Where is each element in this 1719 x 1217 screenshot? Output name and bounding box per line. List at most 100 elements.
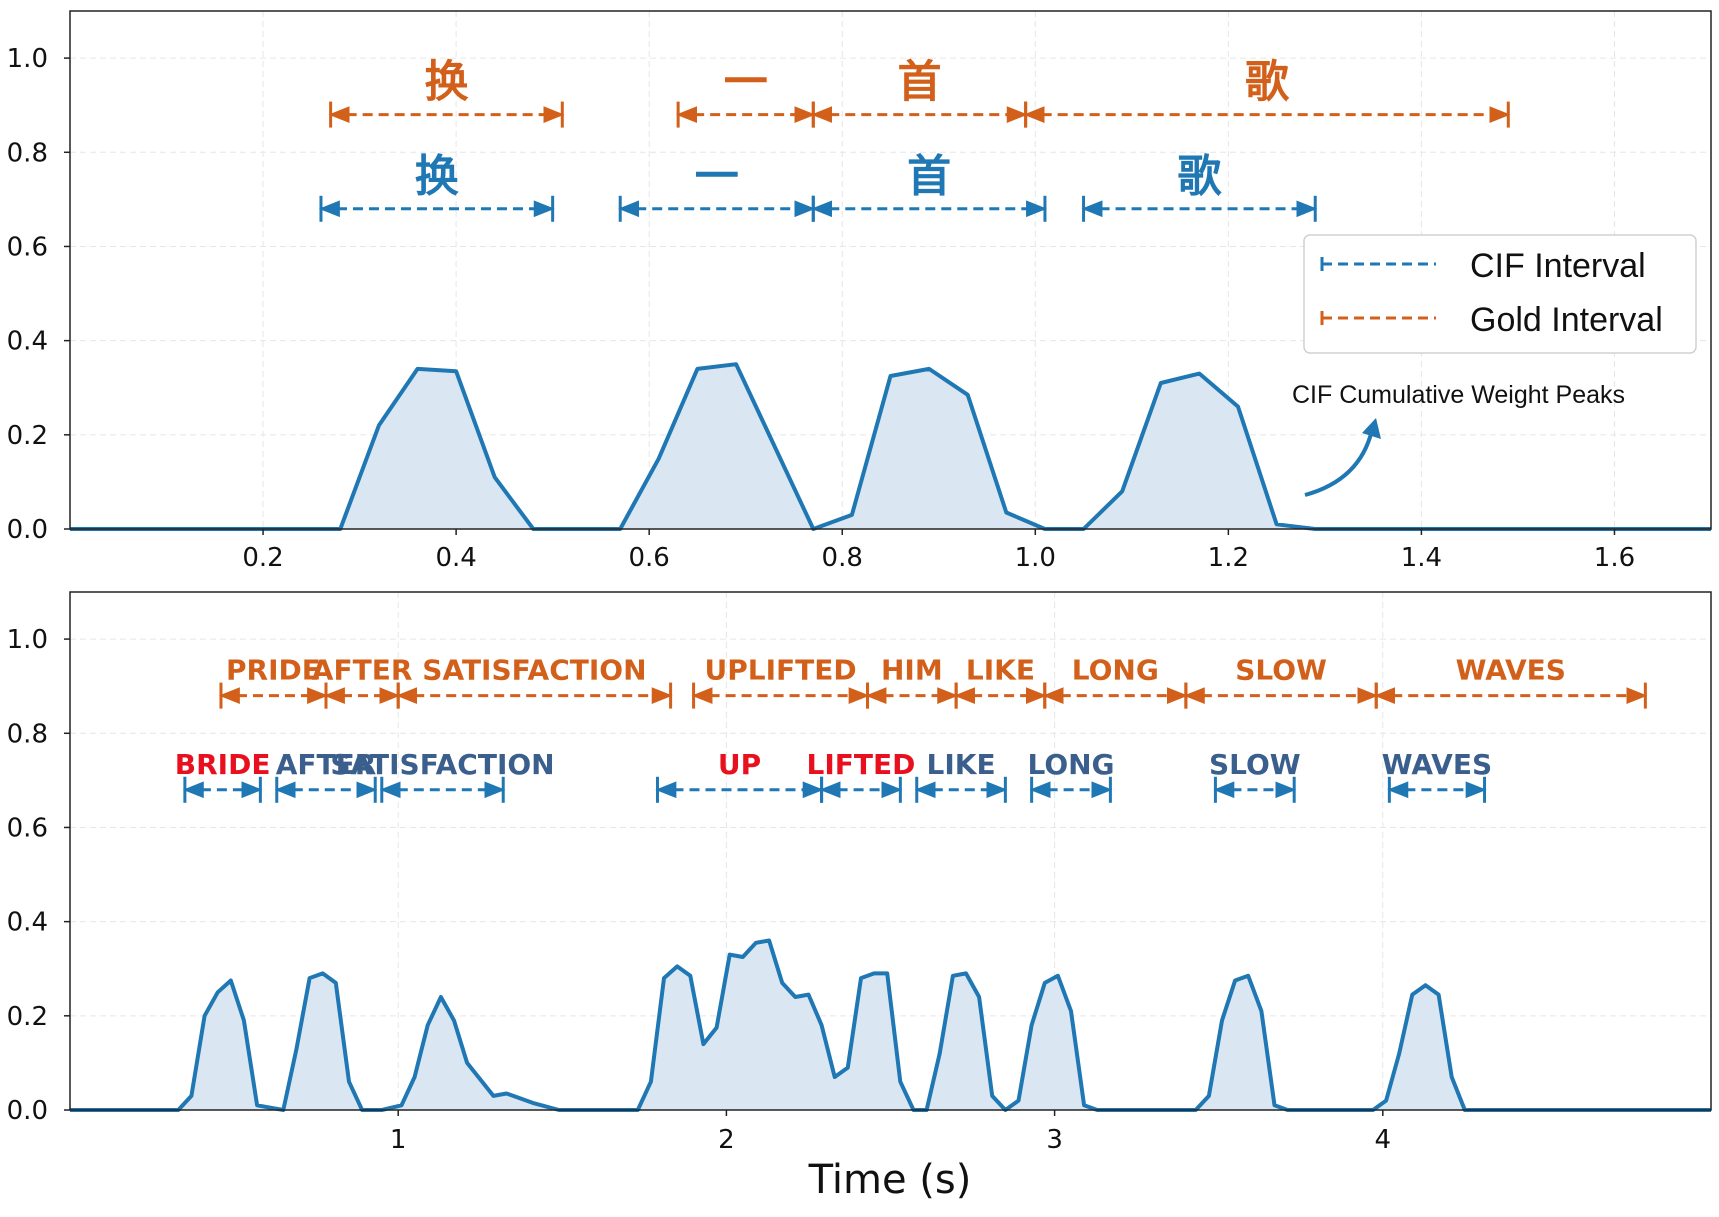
gold-interval-label: HIM [881, 654, 943, 687]
top-xtick-label: 1.0 [1015, 543, 1056, 573]
gold-interval-label: SLOW [1235, 654, 1327, 687]
cif-interval: 一 [618, 151, 816, 222]
top-xtick-label: 0.4 [435, 543, 476, 573]
legend-entry-cif: CIF Interval [1320, 247, 1646, 285]
gold-interval: 一 [676, 57, 816, 128]
bottom-weight-area [70, 940, 1711, 1110]
top-ytick-label: 0.8 [7, 138, 48, 168]
bottom-axes-frame [69, 591, 1712, 1111]
cif-interval-label: 首 [907, 151, 951, 202]
top-xtick-label: 1.4 [1401, 543, 1442, 573]
gold-interval-label: LONG [1072, 654, 1159, 687]
cif-interval: SLOW [1209, 748, 1301, 803]
peaks-annotation: CIF Cumulative Weight Peaks [1292, 381, 1625, 497]
cif-interval-label: SLOW [1209, 748, 1301, 781]
bottom-ticks: 0.0 0.2 0.4 0.6 0.8 1.0 1 2 3 4 [7, 625, 1391, 1155]
gold-interval-label: 歌 [1245, 57, 1290, 108]
legend: CIF Interval Gold Interval [1303, 234, 1697, 354]
cif-interval-label: WAVES [1382, 748, 1492, 781]
gold-interval-label: LIKE [966, 654, 1035, 687]
bottom-ytick-label: 0.8 [7, 719, 48, 749]
gold-interval: LONG [1042, 654, 1188, 709]
bottom-xtick-label: 2 [718, 1125, 735, 1155]
cif-interval: WAVES [1382, 748, 1492, 803]
bottom-ytick-label: 0.2 [7, 1002, 48, 1032]
cif-interval-label: AFTER [276, 748, 377, 781]
gold-interval-label: 首 [897, 57, 941, 108]
cif-interval-label: LONG [1027, 748, 1114, 781]
legend-label-cif: CIF Interval [1470, 247, 1646, 285]
legend-label-gold: Gold Interval [1470, 301, 1663, 339]
top-intervals: 换一首歌换一首歌 [318, 57, 1511, 222]
gold-interval-label: PRIDE [226, 654, 321, 687]
cif-interval: 换 [318, 151, 555, 222]
gold-interval: 首 [811, 57, 1028, 128]
bottom-xtick-label: 1 [390, 1125, 407, 1155]
cif-interval: AFTER [274, 748, 378, 803]
gold-interval-label: 换 [424, 57, 468, 108]
gold-interval: UPLIFTED [691, 654, 870, 709]
annotation-arrow [1304, 429, 1374, 497]
cif-interval-label: 歌 [1177, 151, 1222, 202]
top-xtick-label: 0.6 [628, 543, 669, 573]
gold-interval: AFTER [312, 654, 413, 709]
cif-interval-label: LIFTED [807, 748, 916, 781]
bottom-ytick-label: 0.0 [7, 1096, 48, 1126]
gold-interval: HIM [865, 654, 959, 709]
cif-interval: UP [655, 748, 824, 803]
cif-interval-label: LIKE [927, 748, 996, 781]
gold-interval: LIKE [954, 654, 1047, 709]
bottom-ytick-label: 1.0 [7, 625, 48, 655]
bottom-xtick-label: 3 [1046, 1125, 1063, 1155]
gold-interval-label: SATISFACTION [422, 654, 646, 687]
top-xtick-label: 1.2 [1208, 543, 1249, 573]
bottom-ytick-label: 0.6 [7, 813, 48, 843]
top-ytick-label: 0.4 [7, 327, 48, 357]
top-xtick-label: 1.6 [1594, 543, 1635, 573]
cif-interval: SATISFACTION [330, 748, 555, 803]
annotation-text: CIF Cumulative Weight Peaks [1292, 381, 1625, 409]
x-axis-label: Time (s) [808, 1157, 972, 1203]
bottom-ytick-label: 0.4 [7, 908, 48, 938]
top-weight-line [70, 362, 1711, 531]
cif-interval-label: SATISFACTION [330, 748, 554, 781]
top-weight-area [70, 364, 1711, 529]
cif-interval-label: UP [718, 748, 761, 781]
top-panel: 换一首歌换一首歌 0.00.20.40.60.81.00.2 0.4 0.6 0.8 1… [7, 10, 1712, 573]
top-axes-frame [69, 10, 1712, 530]
gold-interval-label: AFTER [312, 654, 413, 687]
top-ytick-label: 0.0 [7, 515, 48, 545]
gold-interval: 歌 [1023, 57, 1511, 128]
cif-interval: 歌 [1081, 151, 1318, 222]
cif-interval: BRIDE [175, 748, 271, 803]
top-xtick-label: 0.2 [242, 543, 283, 573]
gold-interval: PRIDE [218, 654, 329, 709]
gold-interval-label: WAVES [1456, 654, 1566, 687]
bottom-weight-line [70, 938, 1711, 1112]
top-ytick-label: 0.2 [7, 421, 48, 451]
bottom-xtick-label: 4 [1375, 1125, 1392, 1155]
cif-interval-label: 换 [415, 151, 459, 202]
top-xtick-label: 0.8 [822, 543, 863, 573]
cif-interval: LIKE [914, 748, 1008, 803]
annotation-arrow-head [1362, 418, 1381, 439]
cif-interval: LIFTED [807, 748, 916, 803]
gold-interval: SLOW [1183, 654, 1379, 709]
legend-entry-gold: Gold Interval [1320, 301, 1663, 339]
gold-interval: 换 [328, 57, 565, 128]
gold-interval: WAVES [1374, 654, 1648, 709]
top-ytick-label: 0.6 [7, 232, 48, 262]
gold-interval: SATISFACTION [396, 654, 673, 709]
top-ticks: 0.0 0.2 0.4 0.6 0.8 1.0 0.2 0.4 0.6 0.8 1.0 1.2 1.4 1… [7, 44, 1636, 573]
top-ytick-label: 1.0 [7, 44, 48, 74]
cif-interval: LONG [1027, 748, 1115, 803]
gold-interval-label: UPLIFTED [704, 654, 856, 687]
gold-interval-label: 一 [724, 57, 768, 108]
cif-interval: 首 [811, 151, 1048, 222]
cif-interval-label: 一 [695, 151, 739, 202]
cif-interval-label: BRIDE [175, 748, 271, 781]
